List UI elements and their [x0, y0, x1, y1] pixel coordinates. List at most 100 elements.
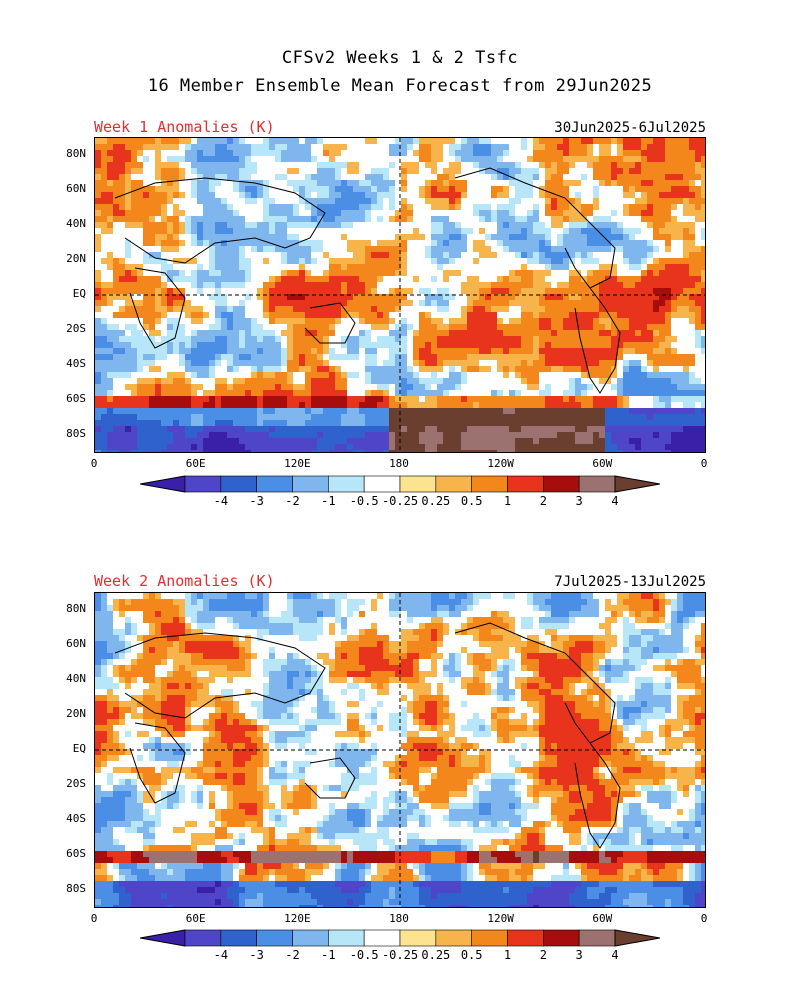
anomaly-cell: [215, 426, 221, 432]
anomaly-cell: [257, 270, 263, 276]
anomaly-cell: [257, 234, 263, 240]
anomaly-cell: [383, 420, 389, 426]
anomaly-cell: [599, 366, 605, 372]
anomaly-cell: [167, 426, 173, 432]
anomaly-cell: [557, 312, 563, 318]
anomaly-cell: [251, 426, 257, 432]
anomaly-cell: [503, 264, 509, 270]
anomaly-cell: [197, 330, 203, 336]
anomaly-cell: [629, 300, 635, 306]
anomaly-cell: [305, 222, 311, 228]
anomaly-cell: [677, 156, 683, 162]
anomaly-cell: [527, 186, 533, 192]
anomaly-cell: [401, 384, 407, 390]
anomaly-cell: [149, 336, 155, 342]
anomaly-cell: [275, 138, 281, 144]
anomaly-cell: [671, 210, 677, 216]
anomaly-cell: [605, 168, 611, 174]
anomaly-cell: [473, 312, 479, 318]
anomaly-cell: [293, 258, 299, 264]
anomaly-cell: [311, 204, 317, 210]
anomaly-cell: [215, 390, 221, 396]
anomaly-cell: [437, 234, 443, 240]
anomaly-cell: [563, 252, 569, 258]
anomaly-cell: [575, 426, 581, 432]
anomaly-cell: [335, 270, 341, 276]
anomaly-cell: [311, 420, 317, 426]
anomaly-cell: [95, 168, 101, 174]
anomaly-cell: [497, 240, 503, 246]
anomaly-cell: [197, 414, 203, 420]
anomaly-cell: [347, 198, 353, 204]
anomaly-cell: [641, 228, 647, 234]
anomaly-cell: [167, 348, 173, 354]
anomaly-cell: [143, 216, 149, 222]
anomaly-cell: [527, 294, 533, 300]
anomaly-cell: [671, 384, 677, 390]
anomaly-cell: [185, 162, 191, 168]
anomaly-cell: [647, 264, 653, 270]
anomaly-cell: [659, 168, 665, 174]
anomaly-cell: [119, 186, 125, 192]
anomaly-cell: [653, 342, 659, 348]
anomaly-cell: [143, 282, 149, 288]
anomaly-cell: [203, 288, 209, 294]
anomaly-cell: [509, 276, 515, 282]
anomaly-cell: [131, 234, 137, 240]
anomaly-cell: [359, 252, 365, 258]
anomaly-cell: [509, 312, 515, 318]
anomaly-cell: [269, 150, 275, 156]
anomaly-cell: [113, 360, 119, 366]
anomaly-cell: [287, 138, 293, 144]
anomaly-cell: [419, 408, 425, 414]
anomaly-cell: [623, 246, 629, 252]
anomaly-cell: [353, 384, 359, 390]
anomaly-cell: [581, 282, 587, 288]
anomaly-cell: [119, 342, 125, 348]
anomaly-cell: [659, 216, 665, 222]
anomaly-cell: [323, 192, 329, 198]
anomaly-cell: [509, 318, 515, 324]
anomaly-cell: [221, 144, 227, 150]
anomaly-cell: [143, 426, 149, 432]
anomaly-cell: [455, 306, 461, 312]
anomaly-cell: [683, 384, 689, 390]
anomaly-cell: [341, 348, 347, 354]
anomaly-cell: [503, 312, 509, 318]
anomaly-cell: [185, 324, 191, 330]
anomaly-cell: [569, 270, 575, 276]
anomaly-cell: [461, 180, 467, 186]
anomaly-cell: [167, 168, 173, 174]
anomaly-cell: [371, 150, 377, 156]
anomaly-cell: [437, 210, 443, 216]
anomaly-cell: [269, 318, 275, 324]
anomaly-cell: [491, 192, 497, 198]
anomaly-cell: [557, 204, 563, 210]
anomaly-cell: [551, 228, 557, 234]
anomaly-cell: [287, 192, 293, 198]
anomaly-cell: [371, 366, 377, 372]
anomaly-cell: [473, 378, 479, 384]
anomaly-cell: [413, 180, 419, 186]
anomaly-cell: [491, 288, 497, 294]
anomaly-cell: [407, 234, 413, 240]
anomaly-cell: [443, 420, 449, 426]
anomaly-cell: [389, 312, 395, 318]
anomaly-cell: [371, 138, 377, 144]
anomaly-cell: [263, 348, 269, 354]
anomaly-cell: [701, 366, 705, 372]
anomaly-cell: [461, 330, 467, 336]
anomaly-cell: [149, 258, 155, 264]
anomaly-cell: [497, 372, 503, 378]
anomaly-cell: [371, 222, 377, 228]
anomaly-cell: [689, 246, 695, 252]
anomaly-cell: [431, 252, 437, 258]
anomaly-cell: [683, 186, 689, 192]
anomaly-cell: [467, 138, 473, 144]
anomaly-cell: [329, 162, 335, 168]
anomaly-cell: [215, 168, 221, 174]
anomaly-cell: [473, 396, 479, 402]
anomaly-cell: [323, 282, 329, 288]
anomaly-cell: [437, 138, 443, 144]
anomaly-cell: [197, 306, 203, 312]
